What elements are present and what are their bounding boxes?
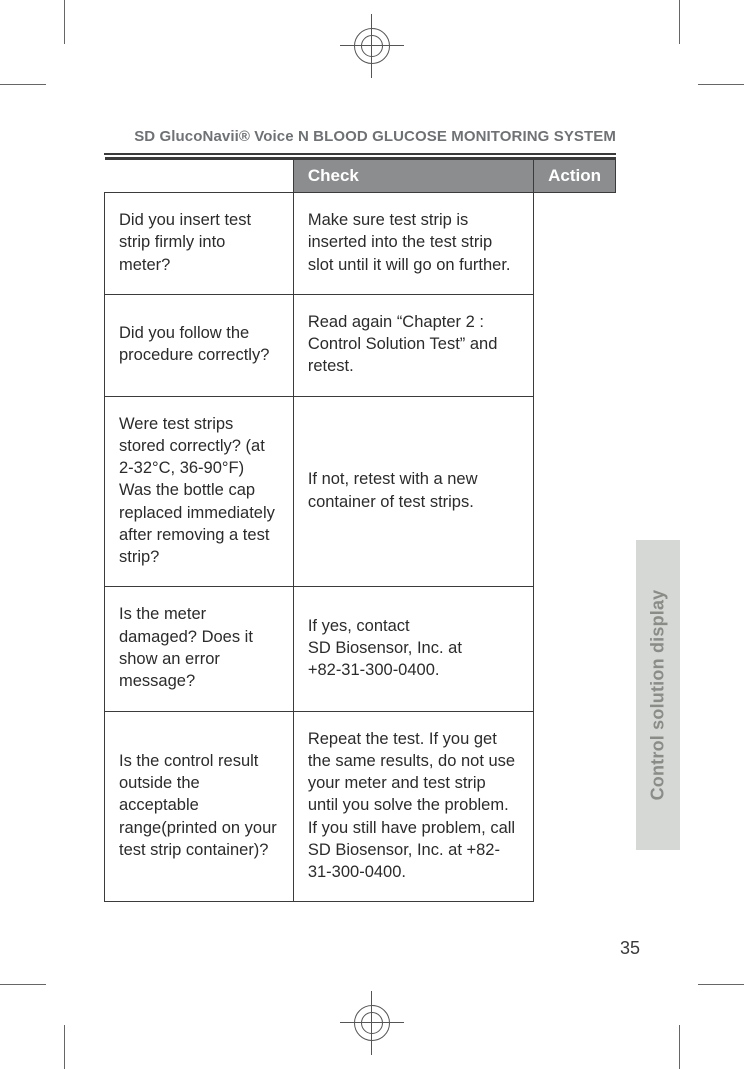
table-row: Did you follow the procedure correctly? … — [105, 294, 616, 396]
cell-action: If not, retest with a new container of t… — [293, 396, 533, 587]
crop-mark — [0, 84, 46, 85]
running-head: SD GlucoNavii® Voice N BLOOD GLUCOSE MON… — [104, 128, 616, 145]
registration-mark-icon — [340, 991, 404, 1055]
thumb-tab: Control solution display — [636, 540, 680, 850]
table-row: Were test strips stored correctly? (at 2… — [105, 396, 616, 587]
crop-mark — [0, 984, 46, 985]
col-header-action: Action — [534, 159, 616, 193]
cell-action: Repeat the test. If you get the same res… — [293, 711, 533, 902]
table-header-row: Check Action — [105, 159, 616, 193]
cell-check: Were test strips stored correctly? (at 2… — [105, 396, 294, 587]
table-row: Is the meter damaged? Does it show an er… — [105, 587, 616, 711]
table-row: Is the control result outside the accept… — [105, 711, 616, 902]
page: Control solution display SD GlucoNavii® … — [0, 0, 744, 1069]
col-header-check: Check — [293, 159, 533, 193]
content-area: SD GlucoNavii® Voice N BLOOD GLUCOSE MON… — [104, 128, 616, 902]
crop-mark — [64, 0, 65, 44]
cell-check: Did you insert test strip firmly into me… — [105, 193, 294, 295]
crop-mark — [698, 84, 744, 85]
crop-mark — [679, 1025, 680, 1069]
crop-mark — [64, 1025, 65, 1069]
cell-action: Make sure test strip is inserted into th… — [293, 193, 533, 295]
crop-mark — [679, 0, 680, 44]
cell-action: If yes, contactSD Biosensor, Inc. at+82-… — [293, 587, 533, 711]
registration-mark-icon — [340, 14, 404, 78]
cell-action: Read again “Chapter 2 : Control Solution… — [293, 294, 533, 396]
check-action-table: Check Action Did you insert test strip f… — [104, 157, 616, 902]
thumb-tab-label: Control solution display — [648, 590, 669, 801]
cell-check: Is the meter damaged? Does it show an er… — [105, 587, 294, 711]
crop-mark — [698, 984, 744, 985]
table-row: Did you insert test strip firmly into me… — [105, 193, 616, 295]
page-number: 35 — [104, 938, 640, 959]
cell-check: Is the control result outside the accept… — [105, 711, 294, 902]
cell-check: Did you follow the procedure correctly? — [105, 294, 294, 396]
